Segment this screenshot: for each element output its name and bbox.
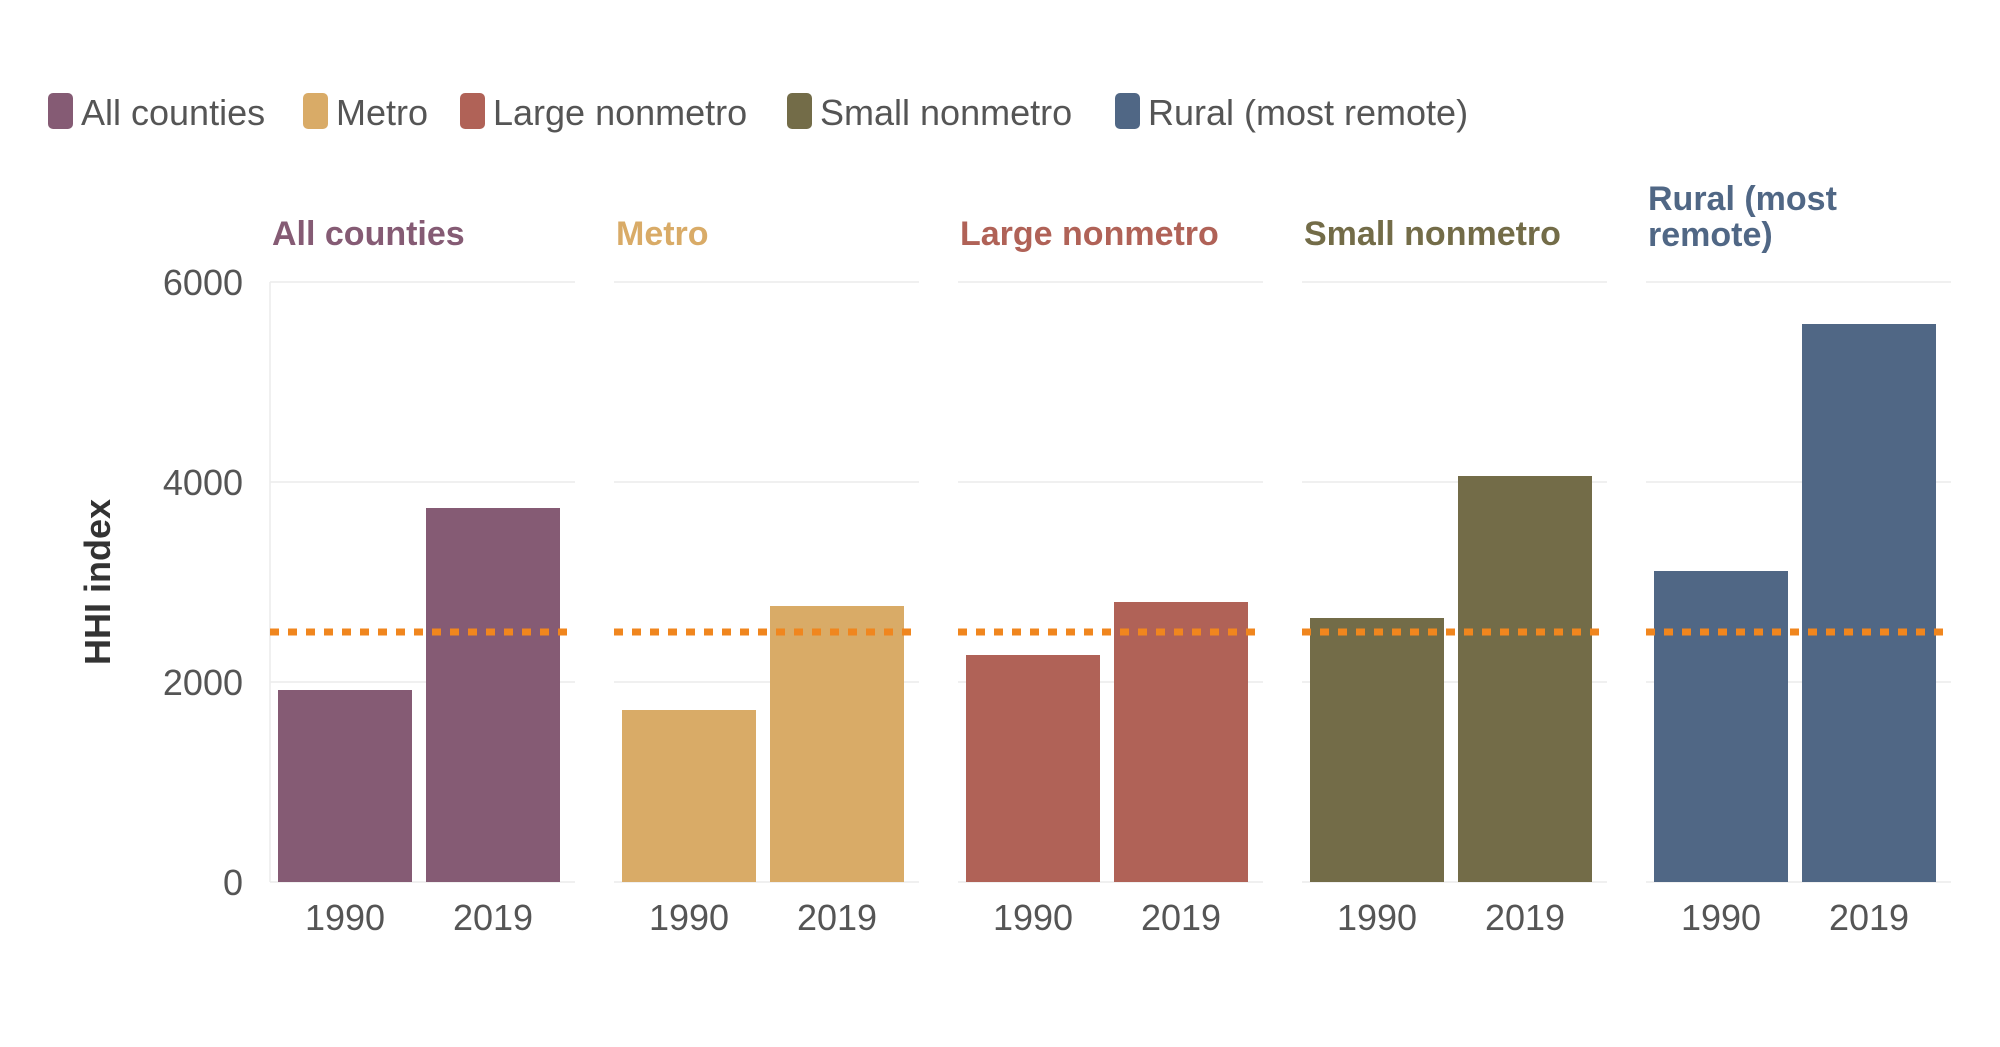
- bar-1990: [278, 690, 412, 882]
- panel-title: Metro: [616, 215, 709, 253]
- y-axis: 0 2000 4000 6000 HHI index: [77, 262, 243, 903]
- legend-swatch: [48, 93, 73, 129]
- bar-2019: [1114, 602, 1248, 882]
- legend-swatch: [787, 93, 812, 129]
- legend-label: All counties: [81, 92, 265, 133]
- y-tick-label: 6000: [163, 262, 243, 303]
- legend-label: Rural (most remote): [1148, 92, 1468, 133]
- panel-title: Rural (most: [1648, 180, 1837, 218]
- panel: Small nonmetro 1990 2019: [1302, 215, 1607, 938]
- legend-swatch: [460, 93, 485, 129]
- legend-swatch: [303, 93, 328, 129]
- x-tick-label: 1990: [305, 897, 385, 938]
- panel: All counties 1990 2019: [269, 215, 575, 938]
- panel-title: Small nonmetro: [1304, 215, 1561, 253]
- x-tick-label: 2019: [1829, 897, 1909, 938]
- y-axis-title: HHI index: [77, 499, 118, 665]
- bar-1990: [966, 655, 1100, 882]
- y-tick-label: 0: [223, 862, 243, 903]
- bar-1990: [1310, 618, 1444, 882]
- legend-label: Metro: [336, 92, 428, 133]
- legend-swatch: [1115, 93, 1140, 129]
- x-tick-label: 1990: [1337, 897, 1417, 938]
- bar-1990: [622, 710, 756, 882]
- bar-1990: [1654, 571, 1788, 882]
- y-tick-label: 4000: [163, 462, 243, 503]
- x-tick-label: 2019: [1141, 897, 1221, 938]
- x-tick-label: 1990: [649, 897, 729, 938]
- x-tick-label: 2019: [1485, 897, 1565, 938]
- x-tick-label: 1990: [1681, 897, 1761, 938]
- y-tick-label: 2000: [163, 662, 243, 703]
- legend-label: Small nonmetro: [820, 92, 1072, 133]
- panel-title: remote): [1648, 216, 1773, 254]
- legend-label: Large nonmetro: [493, 92, 747, 133]
- x-tick-label: 2019: [453, 897, 533, 938]
- bar-2019: [770, 606, 904, 882]
- bar-2019: [426, 508, 560, 882]
- panel-title: Large nonmetro: [960, 215, 1219, 253]
- panel: Large nonmetro 1990 2019: [958, 215, 1263, 938]
- x-tick-label: 1990: [993, 897, 1073, 938]
- panel-title: All counties: [272, 215, 465, 253]
- bar-2019: [1802, 324, 1936, 882]
- legend: All counties Metro Large nonmetro Small non…: [48, 92, 1468, 133]
- bar-2019: [1458, 476, 1592, 882]
- x-tick-label: 2019: [797, 897, 877, 938]
- panel: Metro 1990 2019: [614, 215, 919, 938]
